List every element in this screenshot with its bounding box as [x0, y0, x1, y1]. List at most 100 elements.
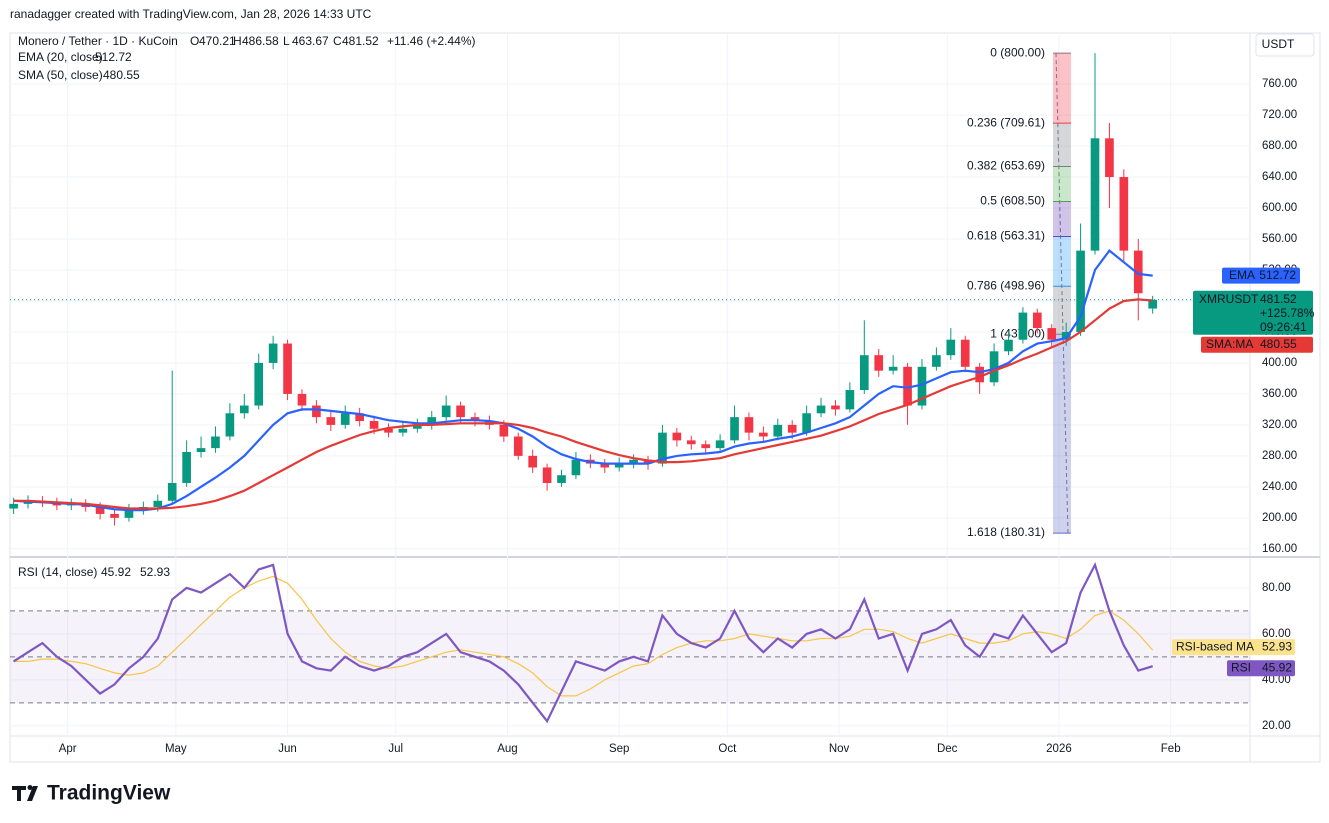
candle-body	[629, 459, 638, 464]
rsi-tick-label: 60.00	[1262, 628, 1291, 640]
candle-body	[730, 417, 739, 441]
candle-body	[759, 432, 768, 437]
rsi-tag	[1227, 660, 1295, 677]
candle-body	[268, 343, 278, 363]
readout-value: 470.21	[199, 34, 236, 48]
candle-body	[239, 405, 249, 414]
candle-body	[1133, 250, 1143, 294]
candle-body	[1004, 339, 1013, 352]
candle-body	[1018, 312, 1028, 340]
readout-value: 481.52	[342, 34, 379, 48]
candle-body	[542, 467, 552, 483]
candle-body	[196, 448, 206, 452]
rsi-tick-label: 40.00	[1262, 674, 1291, 686]
candle-body	[384, 428, 393, 433]
fib-band	[1053, 53, 1071, 124]
candle-body	[802, 413, 811, 433]
fib-label: 1.618 (180.31)	[967, 525, 1045, 539]
rsi-line	[13, 562, 1154, 724]
rsi-ma-tag-value: 52.93	[1262, 639, 1292, 653]
price-tag	[1193, 290, 1313, 335]
candle-body	[297, 393, 307, 406]
fib-band	[1053, 123, 1071, 167]
candle-body	[859, 355, 869, 391]
x-tick-label: 2026	[1046, 743, 1072, 755]
indicator-legend: EMA (20, close)	[18, 50, 103, 64]
candle-body	[773, 424, 783, 437]
symbol-title: Monero / Tether · 1D · KuCoin	[18, 34, 178, 48]
rsi-tick-label: 80.00	[1262, 582, 1291, 594]
logo: TradingView	[12, 782, 171, 805]
candle-body	[1047, 328, 1057, 340]
candle-body	[211, 436, 220, 449]
rsi-legend: RSI (14, close)	[18, 565, 97, 579]
candle-body	[686, 440, 696, 445]
candle-body	[643, 459, 653, 464]
candle-body	[427, 417, 437, 425]
candle-body	[9, 503, 18, 509]
candle-body	[499, 424, 509, 437]
candle-body	[513, 436, 523, 456]
fib-band	[1053, 334, 1071, 534]
fib-label: 0.382 (653.69)	[967, 159, 1045, 173]
ema-tag-text: EMA	[1229, 268, 1255, 282]
logo-icon	[12, 785, 38, 801]
candle-body	[326, 417, 336, 425]
currency-box[interactable]	[1255, 33, 1315, 57]
candle-body	[182, 451, 191, 483]
candle-body	[528, 455, 537, 468]
candle-body	[903, 366, 912, 406]
candle-body	[355, 413, 364, 422]
y-tick-label: 400.00	[1262, 357, 1297, 369]
x-tick-label: Jun	[278, 743, 297, 755]
candle-body	[441, 405, 451, 418]
x-tick-label: May	[165, 743, 187, 755]
x-tick-label: Oct	[718, 743, 737, 755]
candle-body	[715, 440, 725, 449]
readout-label: L	[283, 34, 290, 48]
candle-body	[975, 366, 984, 383]
currency[interactable]: USDT	[1262, 37, 1295, 51]
y-tick-label: 320.00	[1262, 419, 1297, 431]
y-tick-label: 200.00	[1262, 512, 1297, 524]
fib-trend-line	[1055, 53, 1069, 534]
fib-label: 0.618 (563.31)	[967, 229, 1045, 243]
rsi-tick-label: 20.00	[1262, 720, 1291, 732]
rsi-ma-tag-text: RSI-based MA	[1176, 639, 1254, 653]
candle-body	[369, 421, 379, 429]
candle-body	[1090, 138, 1100, 251]
price-tag-change: +125.78%	[1260, 306, 1315, 320]
fib-band	[1053, 166, 1071, 202]
price-tag-countdown: 09:26:41	[1260, 320, 1307, 334]
readout-value: 486.58	[242, 34, 279, 48]
candle-body	[672, 432, 682, 441]
candle-body	[1061, 331, 1071, 340]
candle-body	[456, 405, 465, 418]
x-tick-label: Aug	[497, 743, 517, 755]
fib-band	[1053, 286, 1071, 335]
candle-body	[917, 366, 927, 406]
readout-value: 463.67	[292, 34, 329, 48]
candle-body	[1105, 138, 1114, 178]
x-tick-label: Dec	[937, 743, 958, 755]
candle-body	[932, 355, 941, 367]
fib-label: 0 (800.00)	[990, 45, 1045, 59]
candle-body	[398, 428, 408, 433]
candle-body	[787, 424, 797, 433]
fib-label: 1 (437.00)	[990, 326, 1045, 340]
candle-body	[1119, 177, 1129, 251]
candle-body	[225, 413, 235, 437]
y-tick-label: 360.00	[1262, 388, 1297, 400]
logo-text: TradingView	[47, 782, 171, 805]
y-tick-label: 680.00	[1262, 140, 1297, 152]
fib-label: 0.5 (608.50)	[980, 194, 1045, 208]
candle-body	[557, 475, 566, 483]
rsi-legend-value: 45.92	[101, 565, 131, 579]
candle-body	[470, 417, 480, 422]
rsi-ma-tag	[1172, 639, 1295, 656]
y-tick-label: 240.00	[1262, 481, 1297, 493]
candle-body	[946, 339, 956, 356]
rsi-legend-value: 52.93	[140, 565, 170, 579]
x-tick-label: Sep	[609, 743, 629, 755]
